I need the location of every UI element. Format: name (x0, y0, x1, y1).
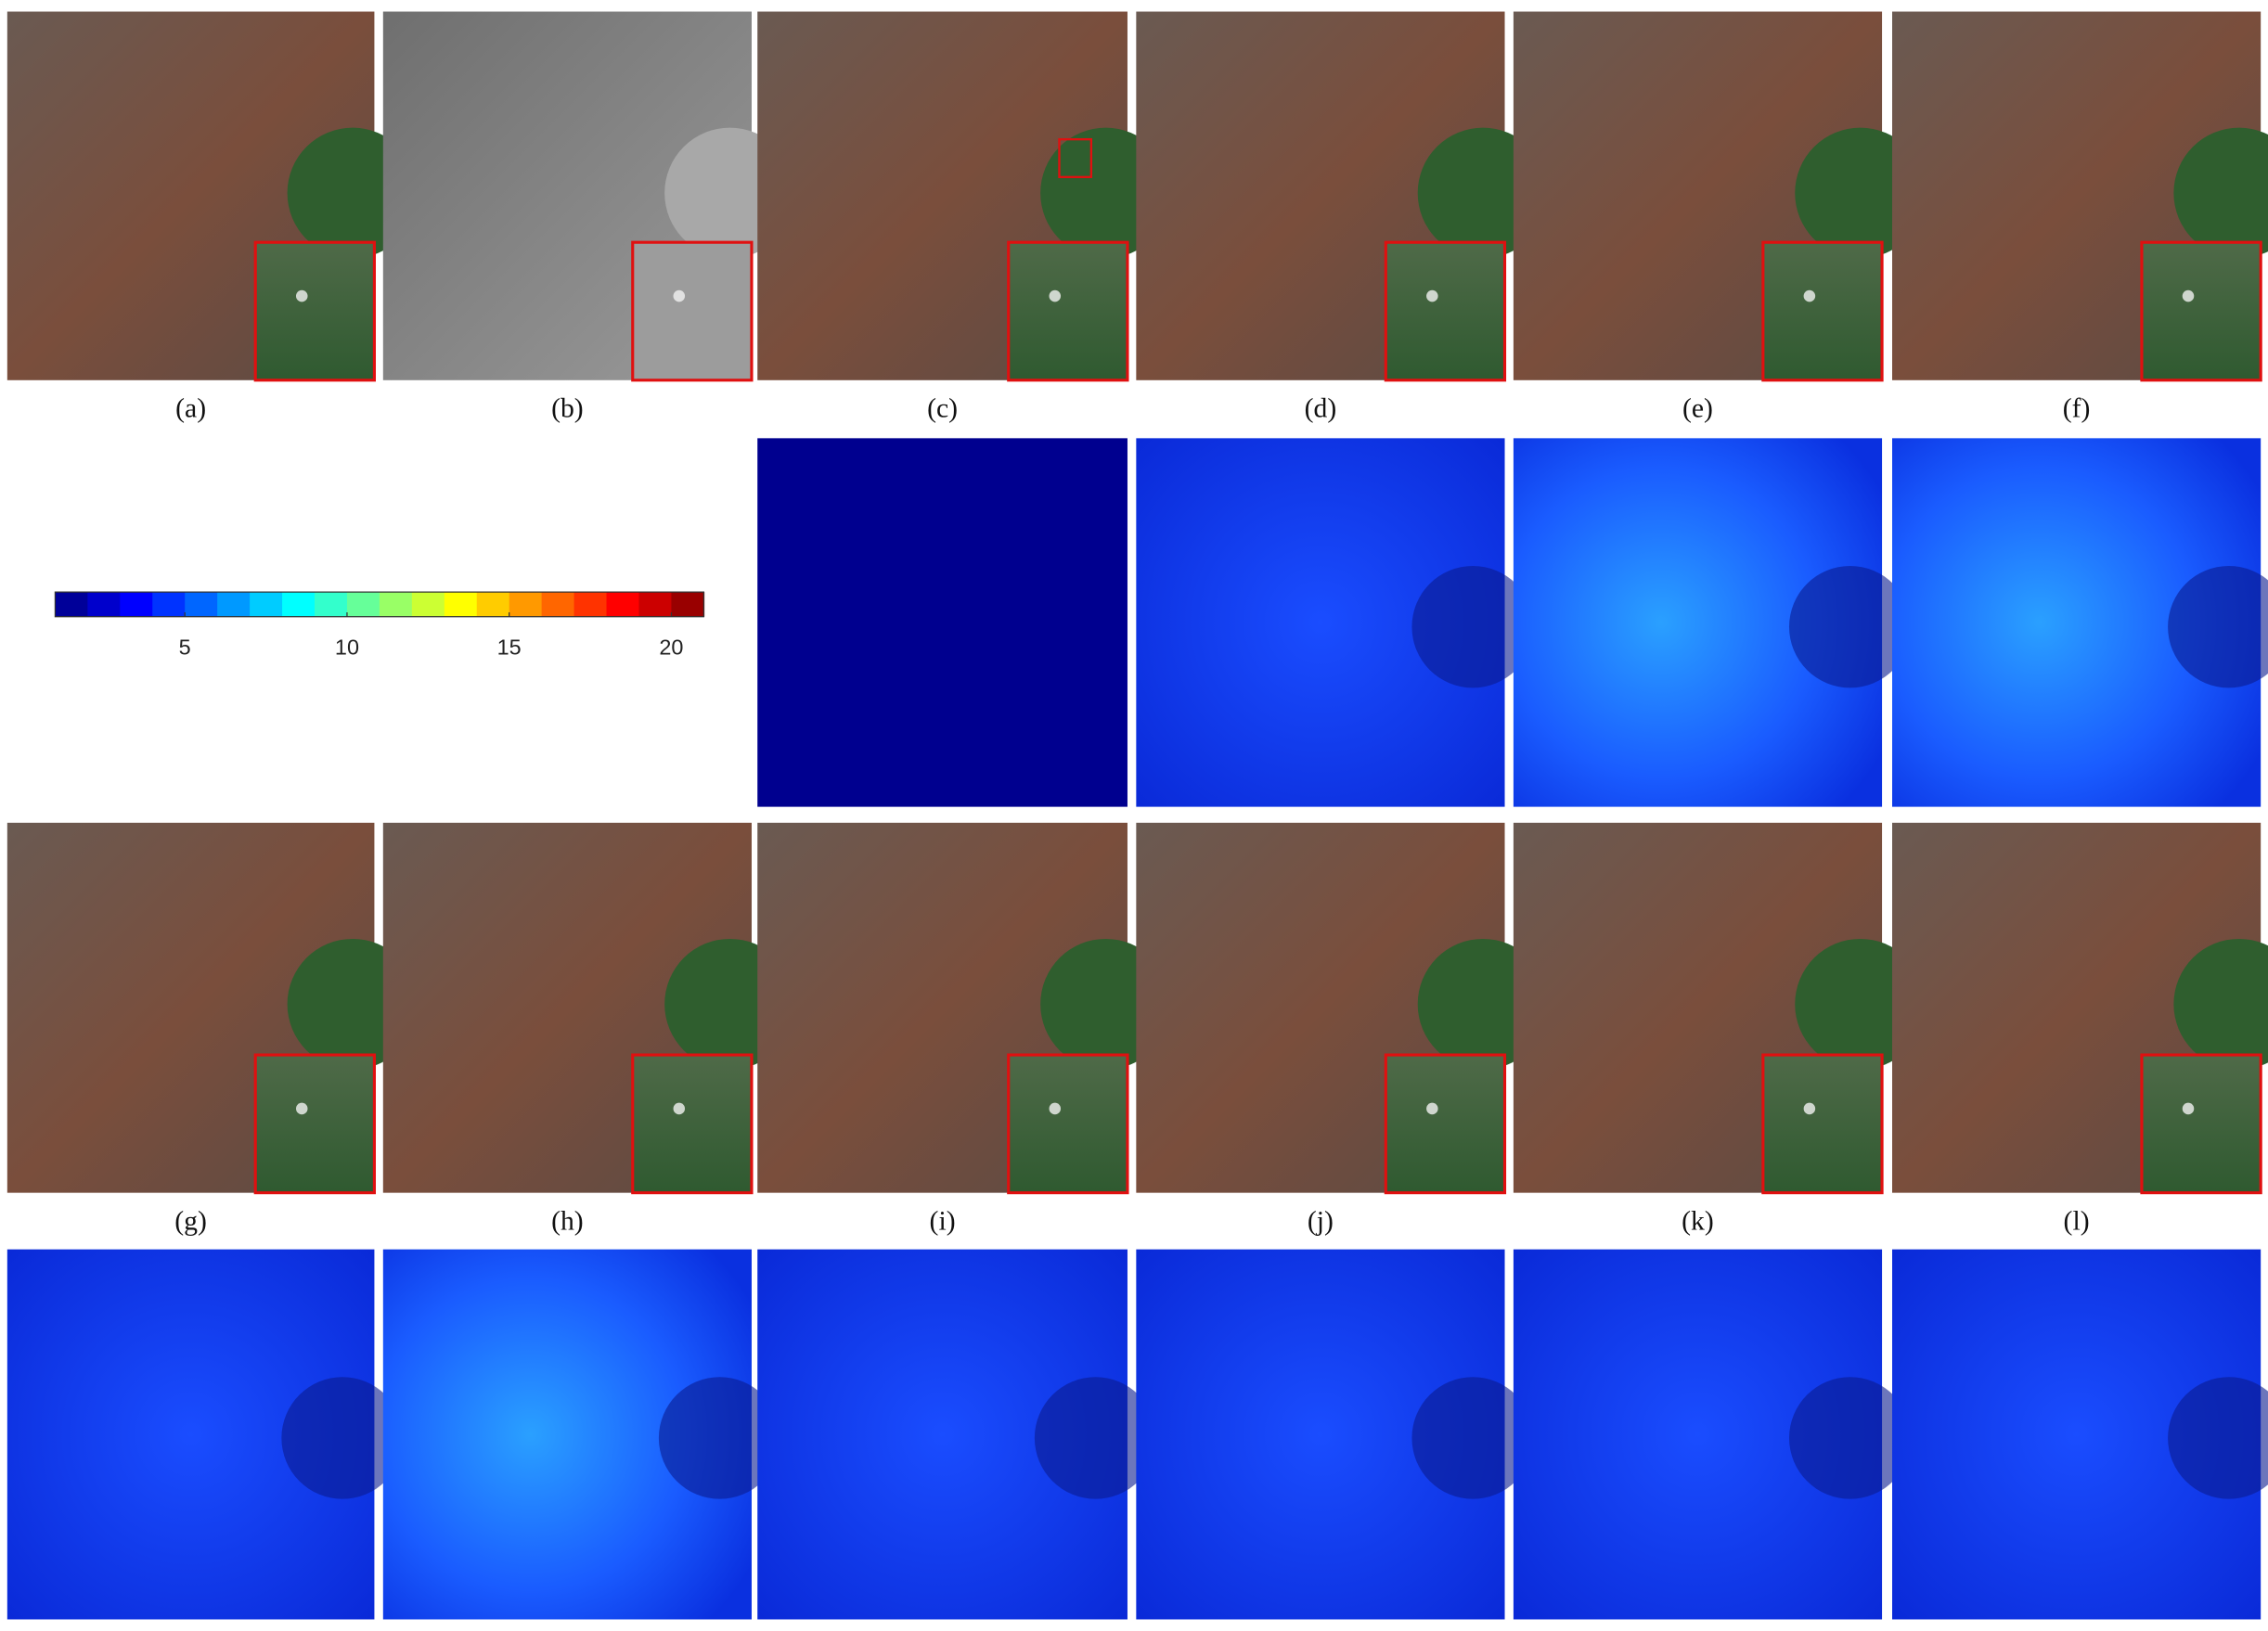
inset-spot (1803, 289, 1816, 302)
error-field (2168, 1377, 2268, 1499)
inset-spot (673, 1102, 686, 1115)
panel-label: (j) (1308, 1206, 1334, 1236)
zoom-box (1058, 137, 1093, 178)
colorbar-segment (573, 592, 608, 617)
colorbar-segment (250, 592, 283, 617)
error-field (1411, 565, 1534, 688)
error-field (2168, 566, 2268, 688)
colorbar-segment (411, 592, 445, 617)
panel-label: (b) (551, 393, 584, 423)
inset-spot (1803, 1102, 1816, 1115)
inset (631, 240, 754, 382)
inset-spot (295, 1102, 308, 1115)
panel-label: (g) (174, 1206, 207, 1236)
colorbar-segment (152, 592, 186, 617)
colorbar-segment (671, 592, 705, 617)
colorbar-tick-label: 5 (179, 635, 191, 659)
inset (1384, 1053, 1507, 1195)
colorbar-segment (379, 592, 413, 617)
panel-label: (i) (930, 1206, 956, 1236)
colorbar-segment (282, 592, 316, 617)
colorbar-segment (120, 592, 154, 617)
inset (2140, 240, 2262, 382)
colorbar-tick-label: 10 (335, 635, 359, 659)
colorbar-segment (638, 592, 673, 617)
inset (631, 1053, 754, 1195)
error-field (1411, 1377, 1534, 1499)
inset (1007, 1053, 1129, 1195)
panel-label: (d) (1305, 393, 1337, 423)
inset (1761, 240, 1884, 382)
colorbar-segment (509, 592, 543, 617)
panel-label: (k) (1682, 1206, 1714, 1236)
inset (1761, 1053, 1884, 1195)
error-field (281, 1377, 404, 1499)
inset (2140, 1053, 2262, 1195)
colorbar-segment (217, 592, 251, 617)
colorbar-segment (476, 592, 510, 617)
inset (1384, 240, 1507, 382)
inset-spot (1049, 1102, 1062, 1115)
colorbar-segment (346, 592, 380, 617)
error-field (658, 1377, 781, 1499)
inset (253, 1053, 376, 1195)
error-field (1034, 1377, 1157, 1499)
colorbar-segment (315, 592, 348, 617)
field (2173, 127, 2268, 259)
colorbar-segment (541, 592, 575, 617)
colorbar-frame (54, 591, 705, 618)
panel-label: (f) (2063, 393, 2091, 423)
colorbar-segment (444, 592, 478, 617)
inset-spot (673, 289, 686, 302)
panel-label: (l) (2064, 1206, 2090, 1236)
colorbar-tick-label: 20 (659, 635, 683, 659)
panel-label: (a) (175, 393, 206, 423)
inset-spot (2182, 1102, 2195, 1115)
field (2173, 938, 2268, 1070)
inset-spot (1426, 289, 1438, 302)
inset (253, 240, 376, 382)
error-field (1788, 1377, 1912, 1499)
inset (1007, 240, 1129, 382)
inset-spot (1426, 1102, 1438, 1115)
colorbar-segment (606, 592, 640, 617)
error-field (1788, 565, 1912, 688)
inset-spot (2182, 289, 2195, 302)
panel-label: (e) (1682, 393, 1713, 423)
colorbar-segment (87, 592, 122, 617)
inset-spot (295, 289, 308, 302)
colorbar-segment (185, 592, 218, 617)
colorbar-tick-label: 15 (497, 635, 522, 659)
error-map (757, 438, 1128, 807)
inset-spot (1049, 289, 1062, 302)
colorbar-segment (55, 592, 89, 617)
panel-label: (h) (551, 1206, 584, 1236)
panel-label: (c) (927, 393, 958, 423)
